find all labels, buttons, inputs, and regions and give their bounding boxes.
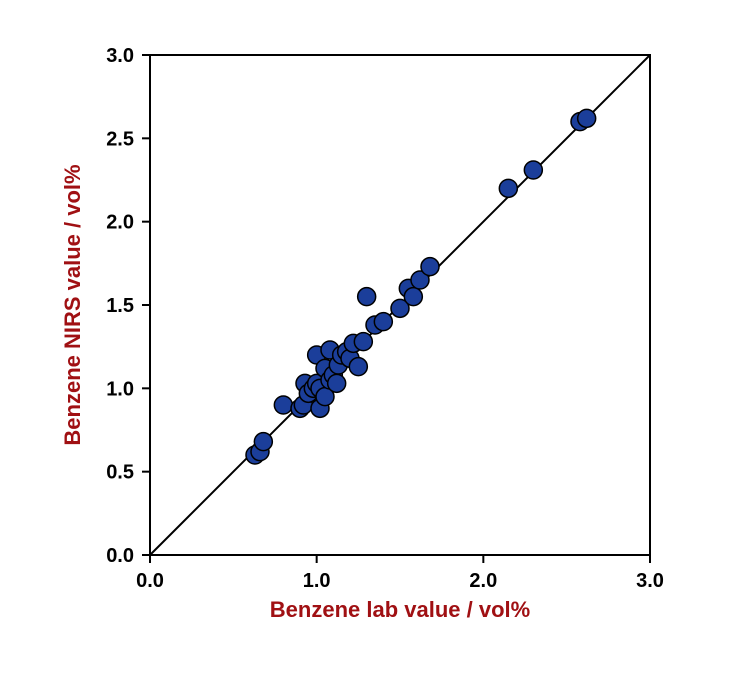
x-tick-label: 1.0 [303, 570, 331, 592]
chart-svg: 0.0 1.0 2.0 3.0 0.0 0.5 1.0 1.5 2.0 2.5 3.0 Benzene… [0, 0, 750, 688]
data-point [328, 374, 346, 392]
scatter-chart: 0.0 1.0 2.0 3.0 0.0 0.5 1.0 1.5 2.0 2.5 3.0 Benzene… [0, 0, 750, 688]
data-point [274, 396, 292, 414]
y-tick-label: 2.0 [106, 212, 134, 234]
data-point [578, 109, 596, 127]
data-point [421, 258, 439, 276]
y-axis-label: Benzene NIRS value / vol% [60, 164, 85, 445]
y-tick-label: 0.0 [106, 545, 134, 567]
x-tick-label: 2.0 [469, 570, 497, 592]
data-point [374, 313, 392, 331]
x-axis-label: Benzene lab value / vol% [270, 597, 530, 622]
data-point [404, 288, 422, 306]
x-tick-label: 3.0 [636, 570, 664, 592]
y-tick-label: 1.0 [106, 378, 134, 400]
data-point [358, 288, 376, 306]
y-tick-label: 2.5 [106, 128, 134, 150]
data-point [254, 433, 272, 451]
y-tick-label: 3.0 [106, 45, 134, 67]
x-tick-label: 0.0 [136, 570, 164, 592]
data-point [349, 358, 367, 376]
data-point [499, 179, 517, 197]
data-point [524, 161, 542, 179]
y-tick-label: 1.5 [106, 295, 134, 317]
data-point [354, 333, 372, 351]
y-tick-label: 0.5 [106, 462, 134, 484]
